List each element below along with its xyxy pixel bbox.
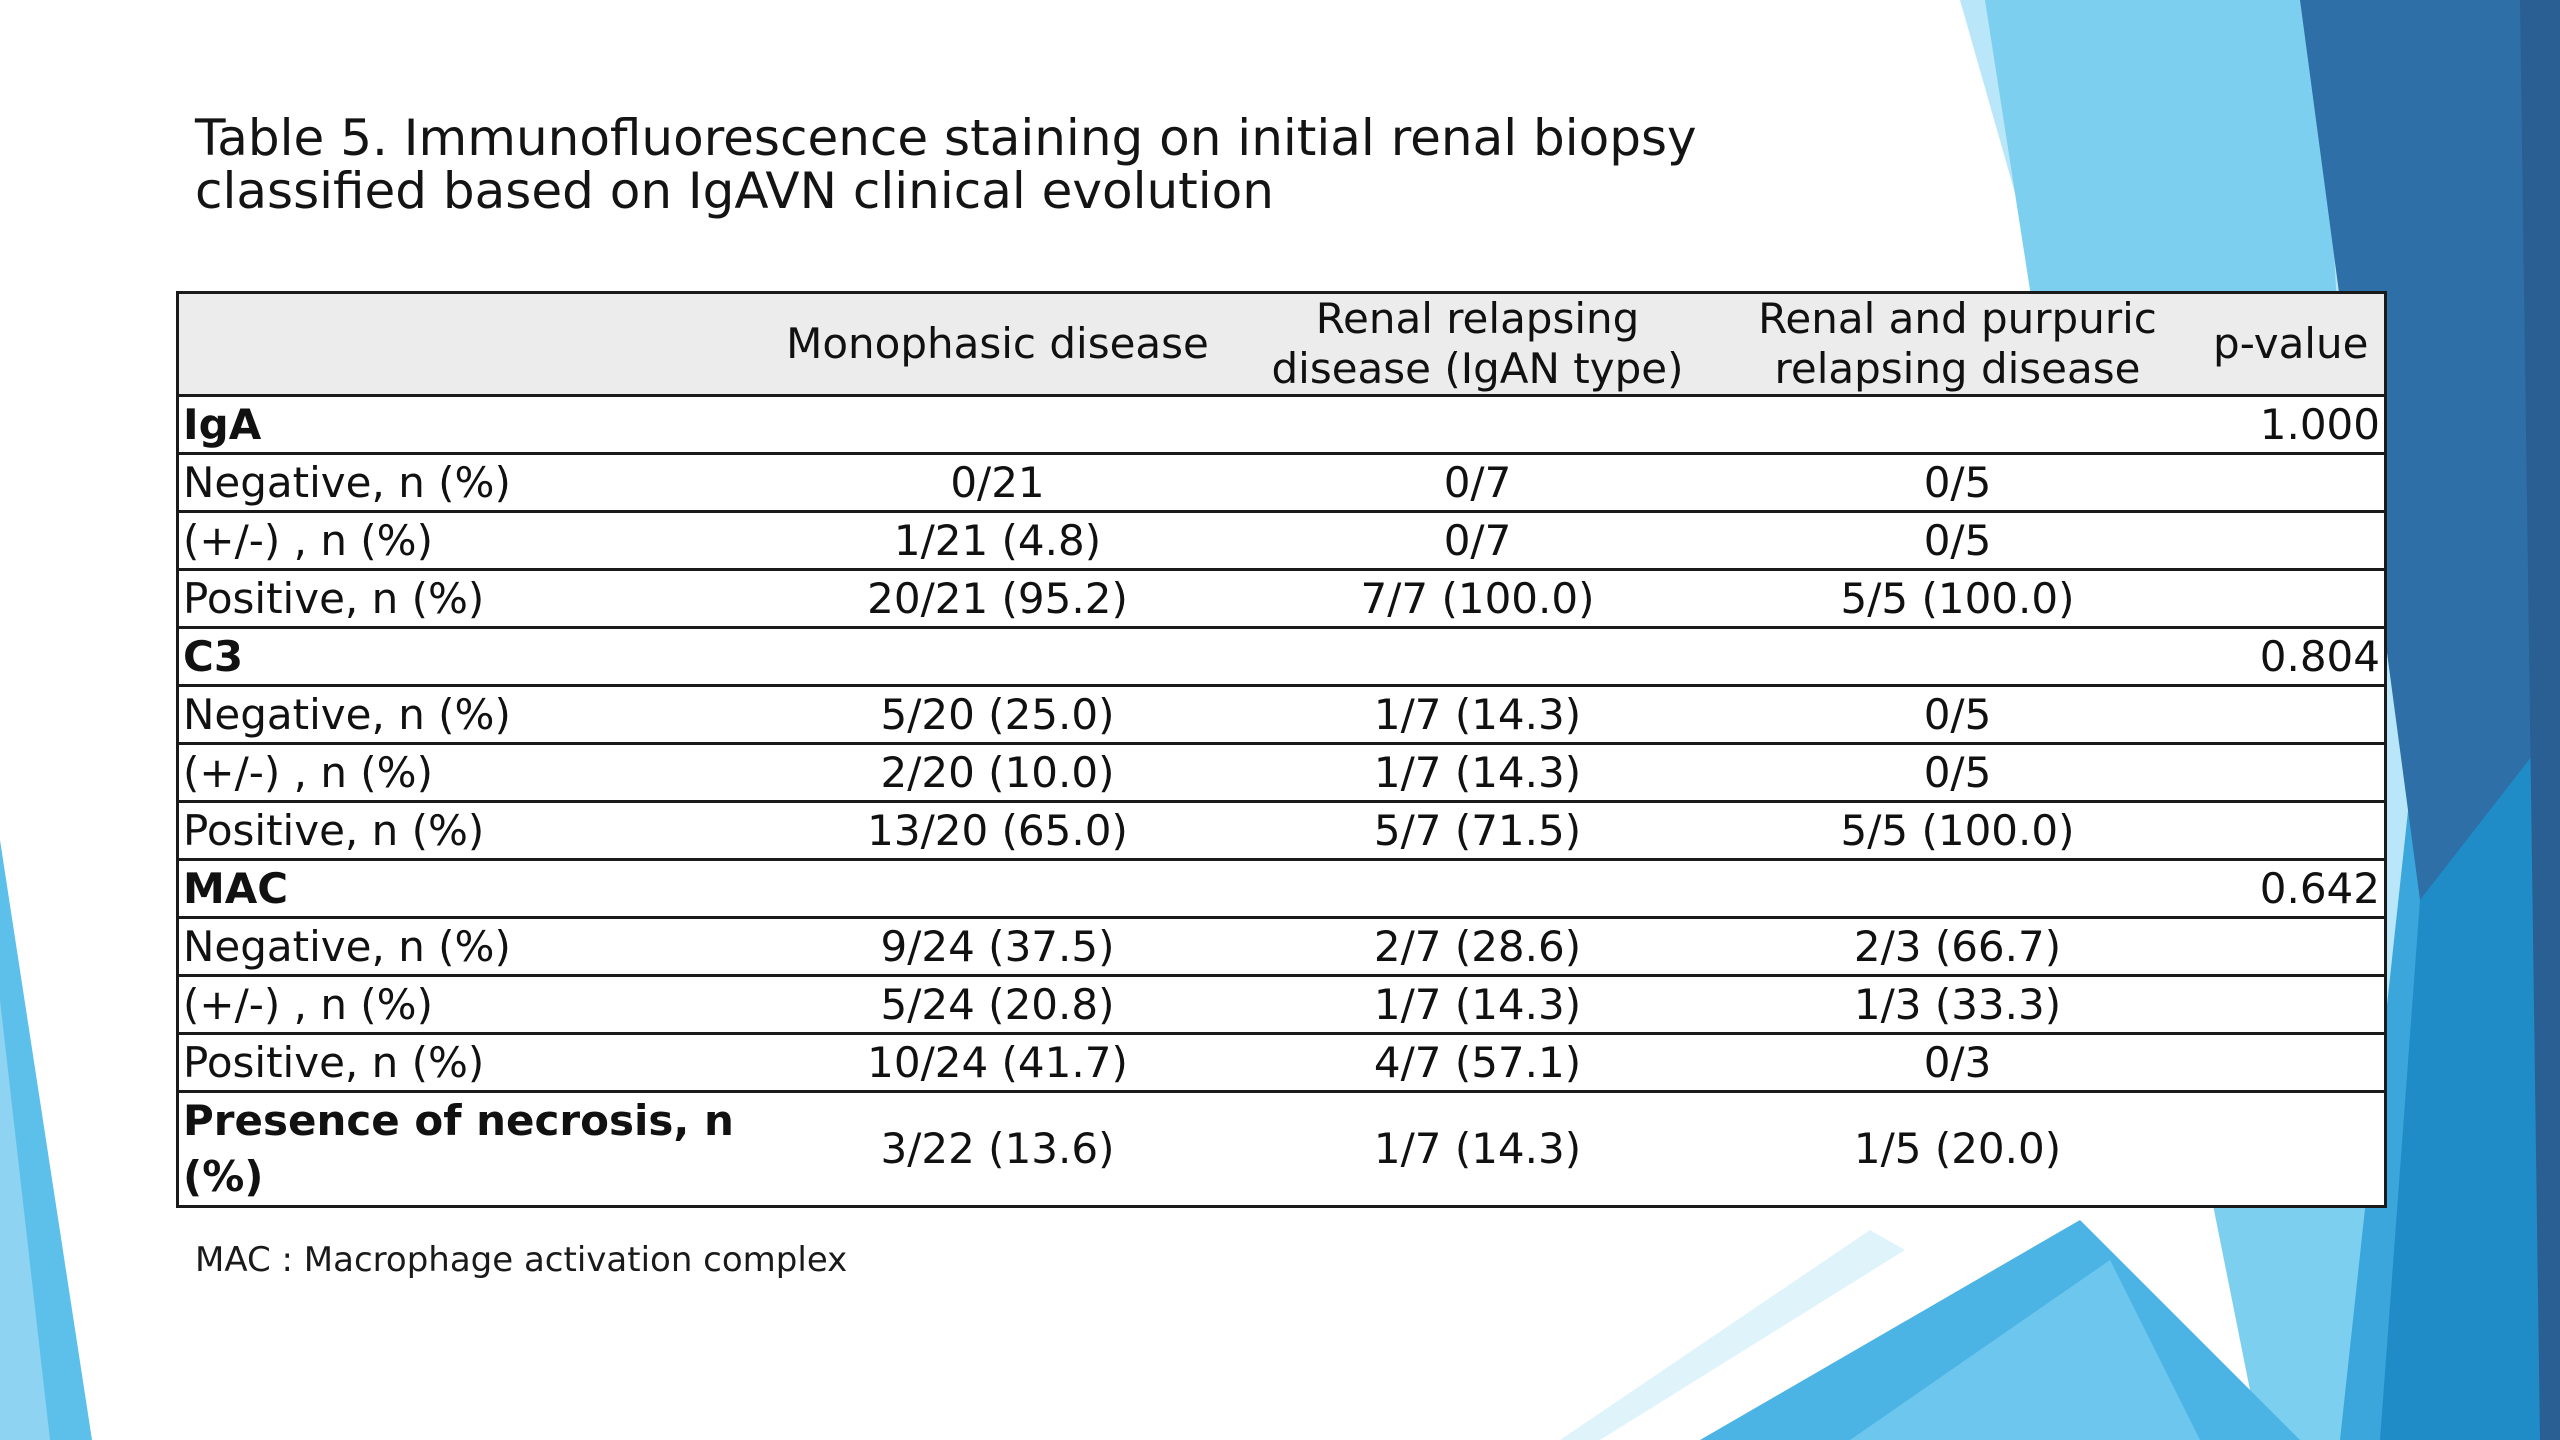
left-edge-shape-light xyxy=(0,1000,50,1440)
cell-renal-purpuric: 0/5 xyxy=(1717,510,2198,571)
header-empty xyxy=(177,291,758,397)
cell-monophasic: 1/21 (4.8) xyxy=(757,510,1238,571)
bottom-shape-pale xyxy=(1560,1230,1905,1440)
cell-renal-purpuric: 0/3 xyxy=(1717,1032,2198,1093)
row-label: (+/-) , n (%) xyxy=(177,974,758,1035)
header-renal-purpuric: Renal and purpuric relapsing disease xyxy=(1717,291,2198,397)
header-monophasic: Monophasic disease xyxy=(757,291,1238,397)
immunofluorescence-table: Monophasic disease Renal relapsing disea… xyxy=(176,291,2387,1208)
p-value: 0.642 xyxy=(2197,858,2386,919)
table-header-row: Monophasic disease Renal relapsing disea… xyxy=(177,291,2386,397)
cell-renal-relapsing: 7/7 (100.0) xyxy=(1237,568,1718,629)
row-label: Positive, n (%) xyxy=(177,568,758,629)
cell-monophasic: 20/21 (95.2) xyxy=(757,568,1238,629)
cell-monophasic: 5/20 (25.0) xyxy=(757,684,1238,745)
row-label: Negative, n (%) xyxy=(177,684,758,745)
header-renal-relapsing: Renal relapsing disease (IgAN type) xyxy=(1237,291,1718,397)
table-row: Negative, n (%) 5/20 (25.0) 1/7 (14.3) 0… xyxy=(177,684,2386,745)
cell-renal-relapsing: 1/7 (14.3) xyxy=(1237,1090,1718,1208)
right-shape-dark xyxy=(2300,0,2560,1000)
cell-renal-relapsing: 1/7 (14.3) xyxy=(1237,684,1718,745)
cell-renal-purpuric: 0/5 xyxy=(1717,742,2198,803)
cell-renal-purpuric: 1/5 (20.0) xyxy=(1717,1090,2198,1208)
row-label: Positive, n (%) xyxy=(177,800,758,861)
table-row: Positive, n (%) 13/20 (65.0) 5/7 (71.5) … xyxy=(177,800,2386,861)
cell-monophasic: 5/24 (20.8) xyxy=(757,974,1238,1035)
row-label: (+/-) , n (%) xyxy=(177,742,758,803)
cell-renal-relapsing: 1/7 (14.3) xyxy=(1237,974,1718,1035)
table-row: (+/-) , n (%) 2/20 (10.0) 1/7 (14.3) 0/5 xyxy=(177,742,2386,803)
cell-renal-purpuric: 0/5 xyxy=(1717,452,2198,513)
group-row-mac: MAC 0.642 xyxy=(177,858,2386,919)
group-label: MAC xyxy=(177,858,758,919)
p-value xyxy=(2197,1090,2386,1208)
slide-title: Table 5. Immunofluorescence staining on … xyxy=(195,109,1697,220)
cell-renal-relapsing: 2/7 (28.6) xyxy=(1237,916,1718,977)
bottom-shape-lighter xyxy=(1850,1260,2200,1440)
cell-renal-purpuric: 1/3 (33.3) xyxy=(1717,974,2198,1035)
cell-monophasic: 9/24 (37.5) xyxy=(757,916,1238,977)
table-row: Positive, n (%) 10/24 (41.7) 4/7 (57.1) … xyxy=(177,1032,2386,1093)
cell-renal-relapsing: 0/7 xyxy=(1237,510,1718,571)
necrosis-row: Presence of necrosis, n (%) 3/22 (13.6) … xyxy=(177,1090,2386,1208)
table-row: Positive, n (%) 20/21 (95.2) 7/7 (100.0)… xyxy=(177,568,2386,629)
header-p-value: p-value xyxy=(2197,291,2386,397)
right-shape-mid-2 xyxy=(2380,720,2560,1440)
row-label: Negative, n (%) xyxy=(177,916,758,977)
right-edge-dark-strip xyxy=(2520,0,2560,1440)
cell-renal-relapsing: 5/7 (71.5) xyxy=(1237,800,1718,861)
row-label: Negative, n (%) xyxy=(177,452,758,513)
row-label: (+/-) , n (%) xyxy=(177,510,758,571)
cell-monophasic: 0/21 xyxy=(757,452,1238,513)
cell-monophasic: 3/22 (13.6) xyxy=(757,1090,1238,1208)
cell-monophasic: 13/20 (65.0) xyxy=(757,800,1238,861)
table-row: Negative, n (%) 0/21 0/7 0/5 xyxy=(177,452,2386,513)
table-row: (+/-) , n (%) 5/24 (20.8) 1/7 (14.3) 1/3… xyxy=(177,974,2386,1035)
table-row: (+/-) , n (%) 1/21 (4.8) 0/7 0/5 xyxy=(177,510,2386,571)
row-label-necrosis: Presence of necrosis, n (%) xyxy=(177,1090,758,1208)
cell-renal-purpuric: 5/5 (100.0) xyxy=(1717,800,2198,861)
cell-monophasic: 2/20 (10.0) xyxy=(757,742,1238,803)
cell-renal-relapsing: 4/7 (57.1) xyxy=(1237,1032,1718,1093)
cell-renal-relapsing: 1/7 (14.3) xyxy=(1237,742,1718,803)
table-row: Negative, n (%) 9/24 (37.5) 2/7 (28.6) 2… xyxy=(177,916,2386,977)
cell-renal-purpuric: 0/5 xyxy=(1717,684,2198,745)
p-value: 0.804 xyxy=(2197,626,2386,687)
table-footnote: MAC : Macrophage activation complex xyxy=(195,1240,848,1280)
row-label: Positive, n (%) xyxy=(177,1032,758,1093)
group-label: C3 xyxy=(177,626,758,687)
cell-renal-relapsing: 0/7 xyxy=(1237,452,1718,513)
cell-renal-purpuric: 2/3 (66.7) xyxy=(1717,916,2198,977)
cell-monophasic: 10/24 (41.7) xyxy=(757,1032,1238,1093)
group-row-c3: C3 0.804 xyxy=(177,626,2386,687)
p-value: 1.000 xyxy=(2197,394,2386,455)
group-row-iga: IgA 1.000 xyxy=(177,394,2386,455)
cell-renal-purpuric: 5/5 (100.0) xyxy=(1717,568,2198,629)
group-label: IgA xyxy=(177,394,758,455)
